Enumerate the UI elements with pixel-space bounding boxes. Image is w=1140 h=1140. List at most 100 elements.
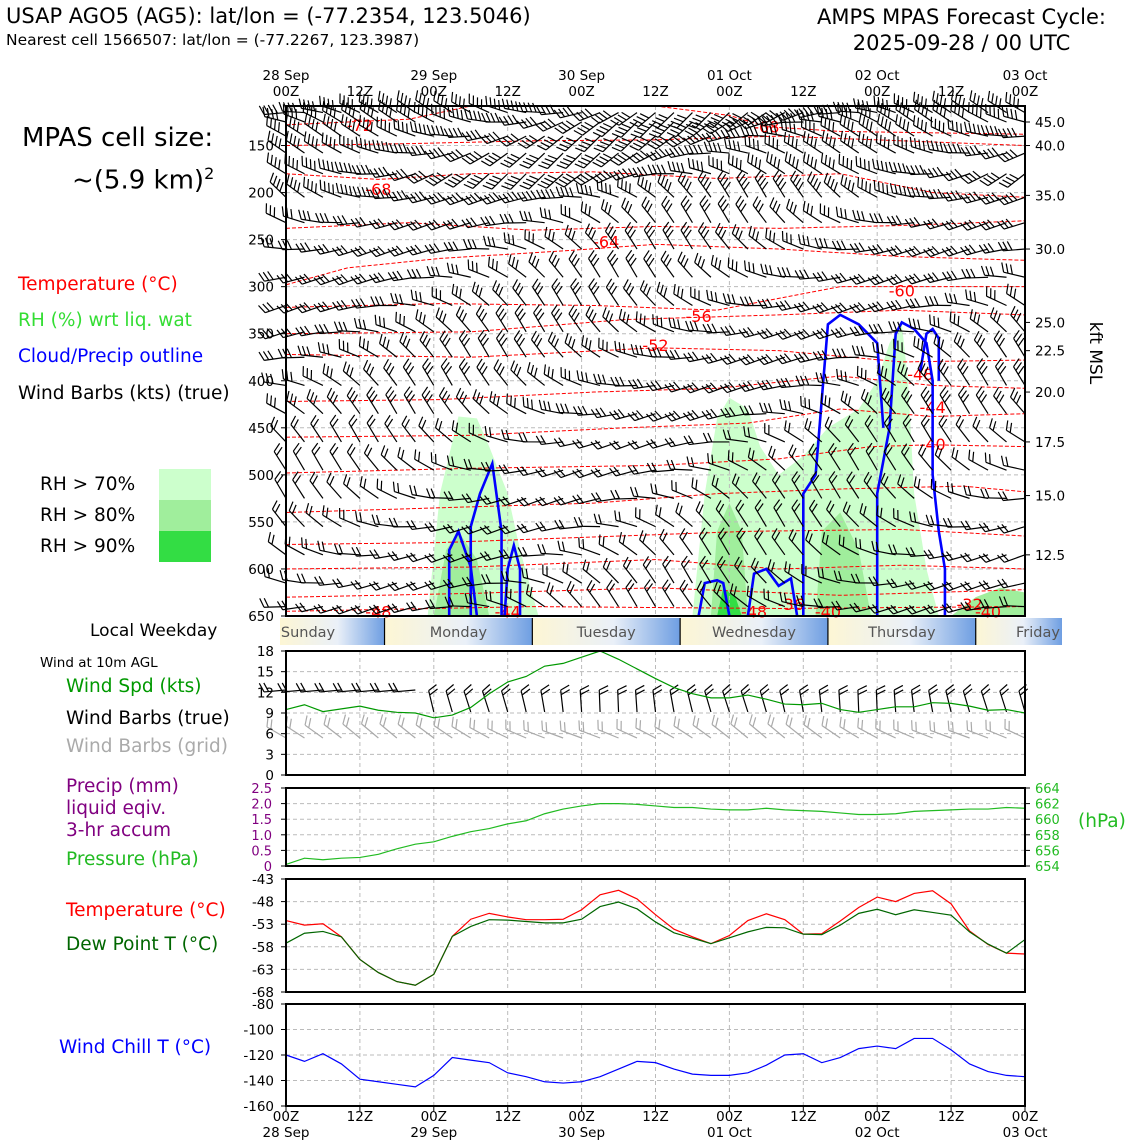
xs-wind-barb: [572, 405, 601, 416]
xs-top-date-label: 02 Oct: [855, 68, 900, 84]
xs-wind-barb: [913, 115, 933, 137]
xs-wind-barb: [516, 116, 545, 129]
true-wind-barb: [857, 685, 868, 713]
xs-wind-barb: [554, 120, 582, 134]
xs-wind-barb: [729, 583, 749, 608]
xs-wind-barb: [743, 426, 767, 443]
xs-top-date-label: 03 Oct: [1003, 68, 1048, 84]
temperature-contour: [285, 220, 1026, 231]
xs-wind-barb: [406, 170, 435, 184]
xs-wind-barb: [748, 225, 767, 250]
grid-wind-barb: [947, 720, 970, 739]
xs-wind-barb: [683, 435, 711, 446]
xs-wind-barb: [503, 232, 527, 250]
legend-rh: RH (%) wrt liq. wat: [18, 310, 192, 331]
xs-wind-barb: [555, 173, 582, 188]
xs-wind-barb: [605, 278, 620, 306]
legend-barbs: Wind Barbs (kts) (true): [18, 383, 230, 404]
xs-wind-barb: [258, 104, 287, 116]
gridlines: [286, 106, 1025, 1106]
xs-wind-barb: [401, 415, 416, 443]
xs-wind-barb: [406, 268, 434, 279]
xs-wind-barb: [776, 112, 804, 124]
rh70-swatch: [159, 469, 211, 500]
xs-wind-barb: [618, 308, 638, 333]
xs-wind-barb: [405, 552, 434, 563]
temperature-contour: [285, 105, 471, 126]
cloud-outline-path: [469, 458, 503, 616]
xs-wind-barb: [461, 150, 490, 165]
xs-wind-barb: [646, 462, 675, 473]
temperature-contour-label: -52: [642, 336, 668, 355]
panel-y-tick-label: 3: [265, 747, 274, 763]
xs-wind-barb: [479, 551, 508, 561]
xs-wind-barb: [933, 333, 952, 358]
xs-wind-barb: [592, 152, 619, 168]
xs-wind-barb: [530, 330, 546, 358]
xs-wind-barb: [738, 326, 767, 338]
xs-wind-barb: [679, 579, 693, 607]
xs-wind-barb: [720, 325, 748, 337]
xs-wind-barb: [665, 349, 693, 360]
xs-wind-barb: [440, 358, 453, 386]
xs-wind-barb: [937, 358, 952, 386]
series-line-1-0: [285, 802, 1026, 866]
xs-wind-barb: [713, 581, 730, 608]
xs-right-axis-label: kft MSL: [1085, 322, 1105, 385]
rh90-swatch: [159, 531, 211, 562]
xs-wind-barb: [682, 382, 712, 394]
xs-wind-barb: [590, 440, 619, 450]
xs-wind-barb: [350, 605, 379, 615]
xs-wind-barb: [850, 573, 878, 584]
xs-wind-barb: [302, 366, 324, 387]
xs-wind-barb: [844, 415, 860, 443]
xs-wind-barb: [905, 164, 933, 176]
precip-tick-label: 1.0: [251, 829, 272, 844]
xs-wind-barb: [791, 499, 804, 527]
xs-wind-barb: [719, 353, 749, 365]
xs-wind-barb: [978, 243, 1007, 254]
xs-top-hour-label: 12Z: [347, 84, 373, 100]
xs-wind-barb: [867, 301, 896, 313]
xs-wind-barb: [334, 543, 360, 556]
xs-wind-barb: [735, 195, 749, 224]
xs-wind-barb: [363, 359, 379, 386]
xs-wind-barb: [673, 283, 693, 306]
xs-wind-barb: [424, 580, 453, 591]
xs-wind-barb: [812, 271, 841, 282]
xs-wind-barb: [535, 496, 564, 507]
xs-wind-barb: [458, 358, 472, 386]
grid-wind-barb: [1004, 718, 1026, 739]
xs-wind-barb: [498, 191, 527, 204]
xs-wind-barb: [923, 166, 952, 179]
xs-wind-barb: [313, 604, 342, 614]
xs-wind-barb: [418, 416, 435, 443]
panel-frame-2: [285, 878, 1026, 993]
xs-wind-barb: [581, 335, 601, 358]
xs-wind-barb: [575, 135, 601, 153]
xs-wind-barb: [941, 219, 970, 231]
xs-wind-barb: [957, 358, 971, 386]
xs-wind-barb: [938, 414, 952, 443]
xs-wind-barb: [405, 581, 434, 591]
xs-wind-barb: [350, 579, 379, 590]
xs-wind-barb: [562, 561, 582, 584]
xs-wind-barb: [574, 152, 601, 169]
xs-wind-barb: [794, 269, 822, 280]
xs-wind-barb: [849, 242, 878, 253]
xs-wind-barb: [820, 152, 841, 175]
xs-wind-barb: [481, 152, 509, 167]
xs-wind-barb: [895, 99, 915, 123]
xs-wind-barb: [590, 467, 619, 478]
xs-wind-barb: [760, 122, 785, 137]
temperature-contour: [285, 587, 1026, 598]
xs-wind-barb: [806, 171, 823, 198]
xs-wind-barb: [757, 379, 785, 391]
xs-wind-barb: [622, 556, 638, 584]
xs-wind-barb: [542, 564, 564, 584]
xs-wind-barb: [586, 580, 601, 607]
xs-wind-barb: [384, 414, 398, 443]
xs-wind-barb: [647, 347, 674, 358]
xs-wind-barb: [750, 557, 767, 584]
xs-wind-barb: [425, 172, 453, 186]
